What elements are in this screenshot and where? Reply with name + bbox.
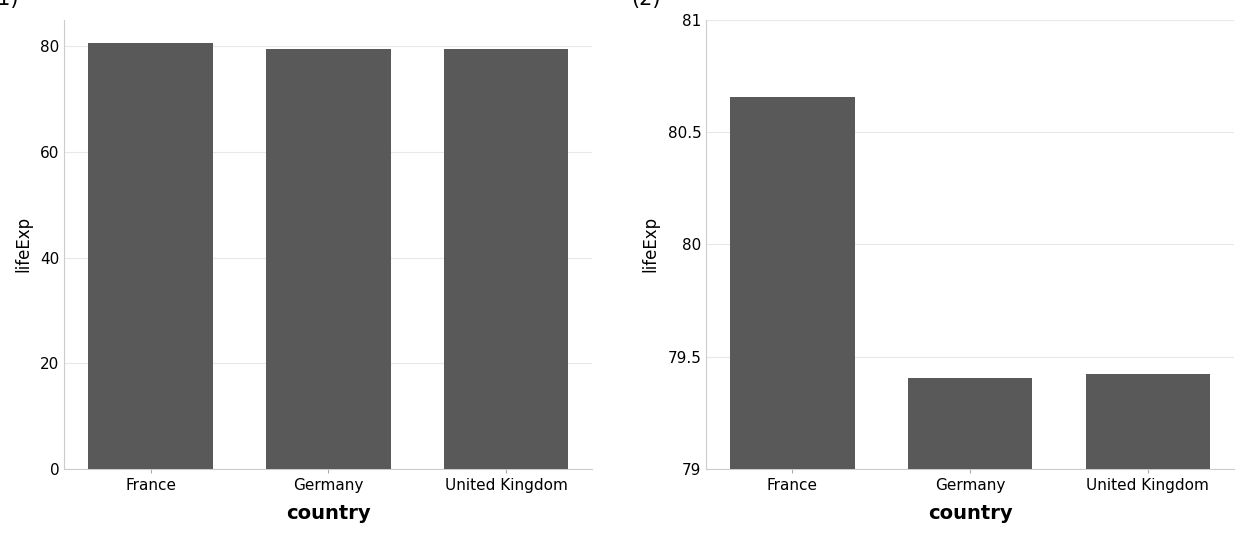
X-axis label: country: country: [286, 504, 371, 523]
Text: (2): (2): [631, 0, 660, 9]
Bar: [730, 97, 855, 469]
Text: (1): (1): [0, 0, 19, 9]
Bar: [444, 49, 568, 469]
X-axis label: country: country: [927, 504, 1012, 523]
Bar: [1086, 374, 1211, 469]
Y-axis label: lifeExp: lifeExp: [14, 216, 32, 272]
Bar: [907, 378, 1032, 469]
Bar: [89, 43, 213, 469]
Bar: [266, 49, 391, 469]
Y-axis label: lifeExp: lifeExp: [641, 216, 659, 272]
